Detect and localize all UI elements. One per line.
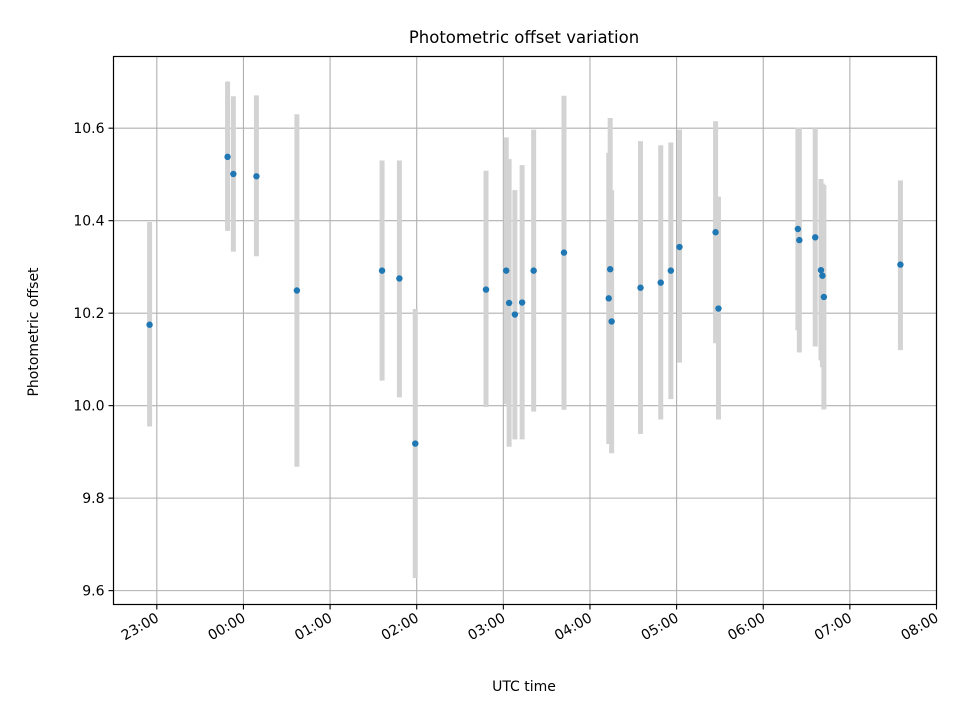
data-point [819, 272, 826, 279]
data-point [560, 249, 568, 256]
data-point [715, 305, 722, 312]
data-point [796, 236, 803, 244]
data-point [657, 279, 664, 286]
plot-frame [112, 55, 938, 606]
data-point [794, 225, 802, 233]
data-point [482, 286, 490, 293]
data-point [293, 287, 301, 294]
y-tick-label: 10.4 [73, 214, 104, 230]
data-point [812, 234, 819, 241]
data-point [820, 293, 828, 301]
data-point [518, 299, 526, 306]
data-point [253, 173, 260, 180]
y-tick-label: 10.0 [73, 399, 104, 415]
data-point [676, 243, 683, 251]
y-tick-label: 9.6 [82, 584, 104, 600]
data-point [412, 440, 419, 447]
data-point [505, 299, 513, 307]
data-point [605, 295, 612, 302]
chart-title: Photometric offset variation [409, 28, 639, 47]
data-point [146, 321, 153, 328]
data-point [667, 267, 675, 274]
data-point [378, 267, 386, 274]
data-point [230, 170, 237, 178]
y-tick-label: 10.2 [73, 306, 104, 322]
data-point [511, 311, 519, 318]
tick-layer: 23:00 00:00 01:00 02:00 03:00 04:00 05:00 06:00… [73, 121, 941, 644]
y-tick-label: 10.6 [73, 121, 104, 137]
data-point [224, 153, 231, 161]
data-point [712, 229, 719, 236]
data-point [530, 267, 537, 274]
y-axis-label: Photometric offset [26, 267, 42, 397]
data-point [817, 266, 825, 274]
point-layer [146, 153, 904, 447]
data-point [606, 266, 614, 273]
data-point [396, 275, 403, 282]
data-point [897, 261, 904, 268]
data-point [637, 284, 644, 291]
y-tick-label: 9.8 [82, 491, 104, 507]
x-axis-label: UTC time [492, 679, 556, 695]
data-point [608, 318, 615, 325]
data-point [503, 267, 510, 274]
